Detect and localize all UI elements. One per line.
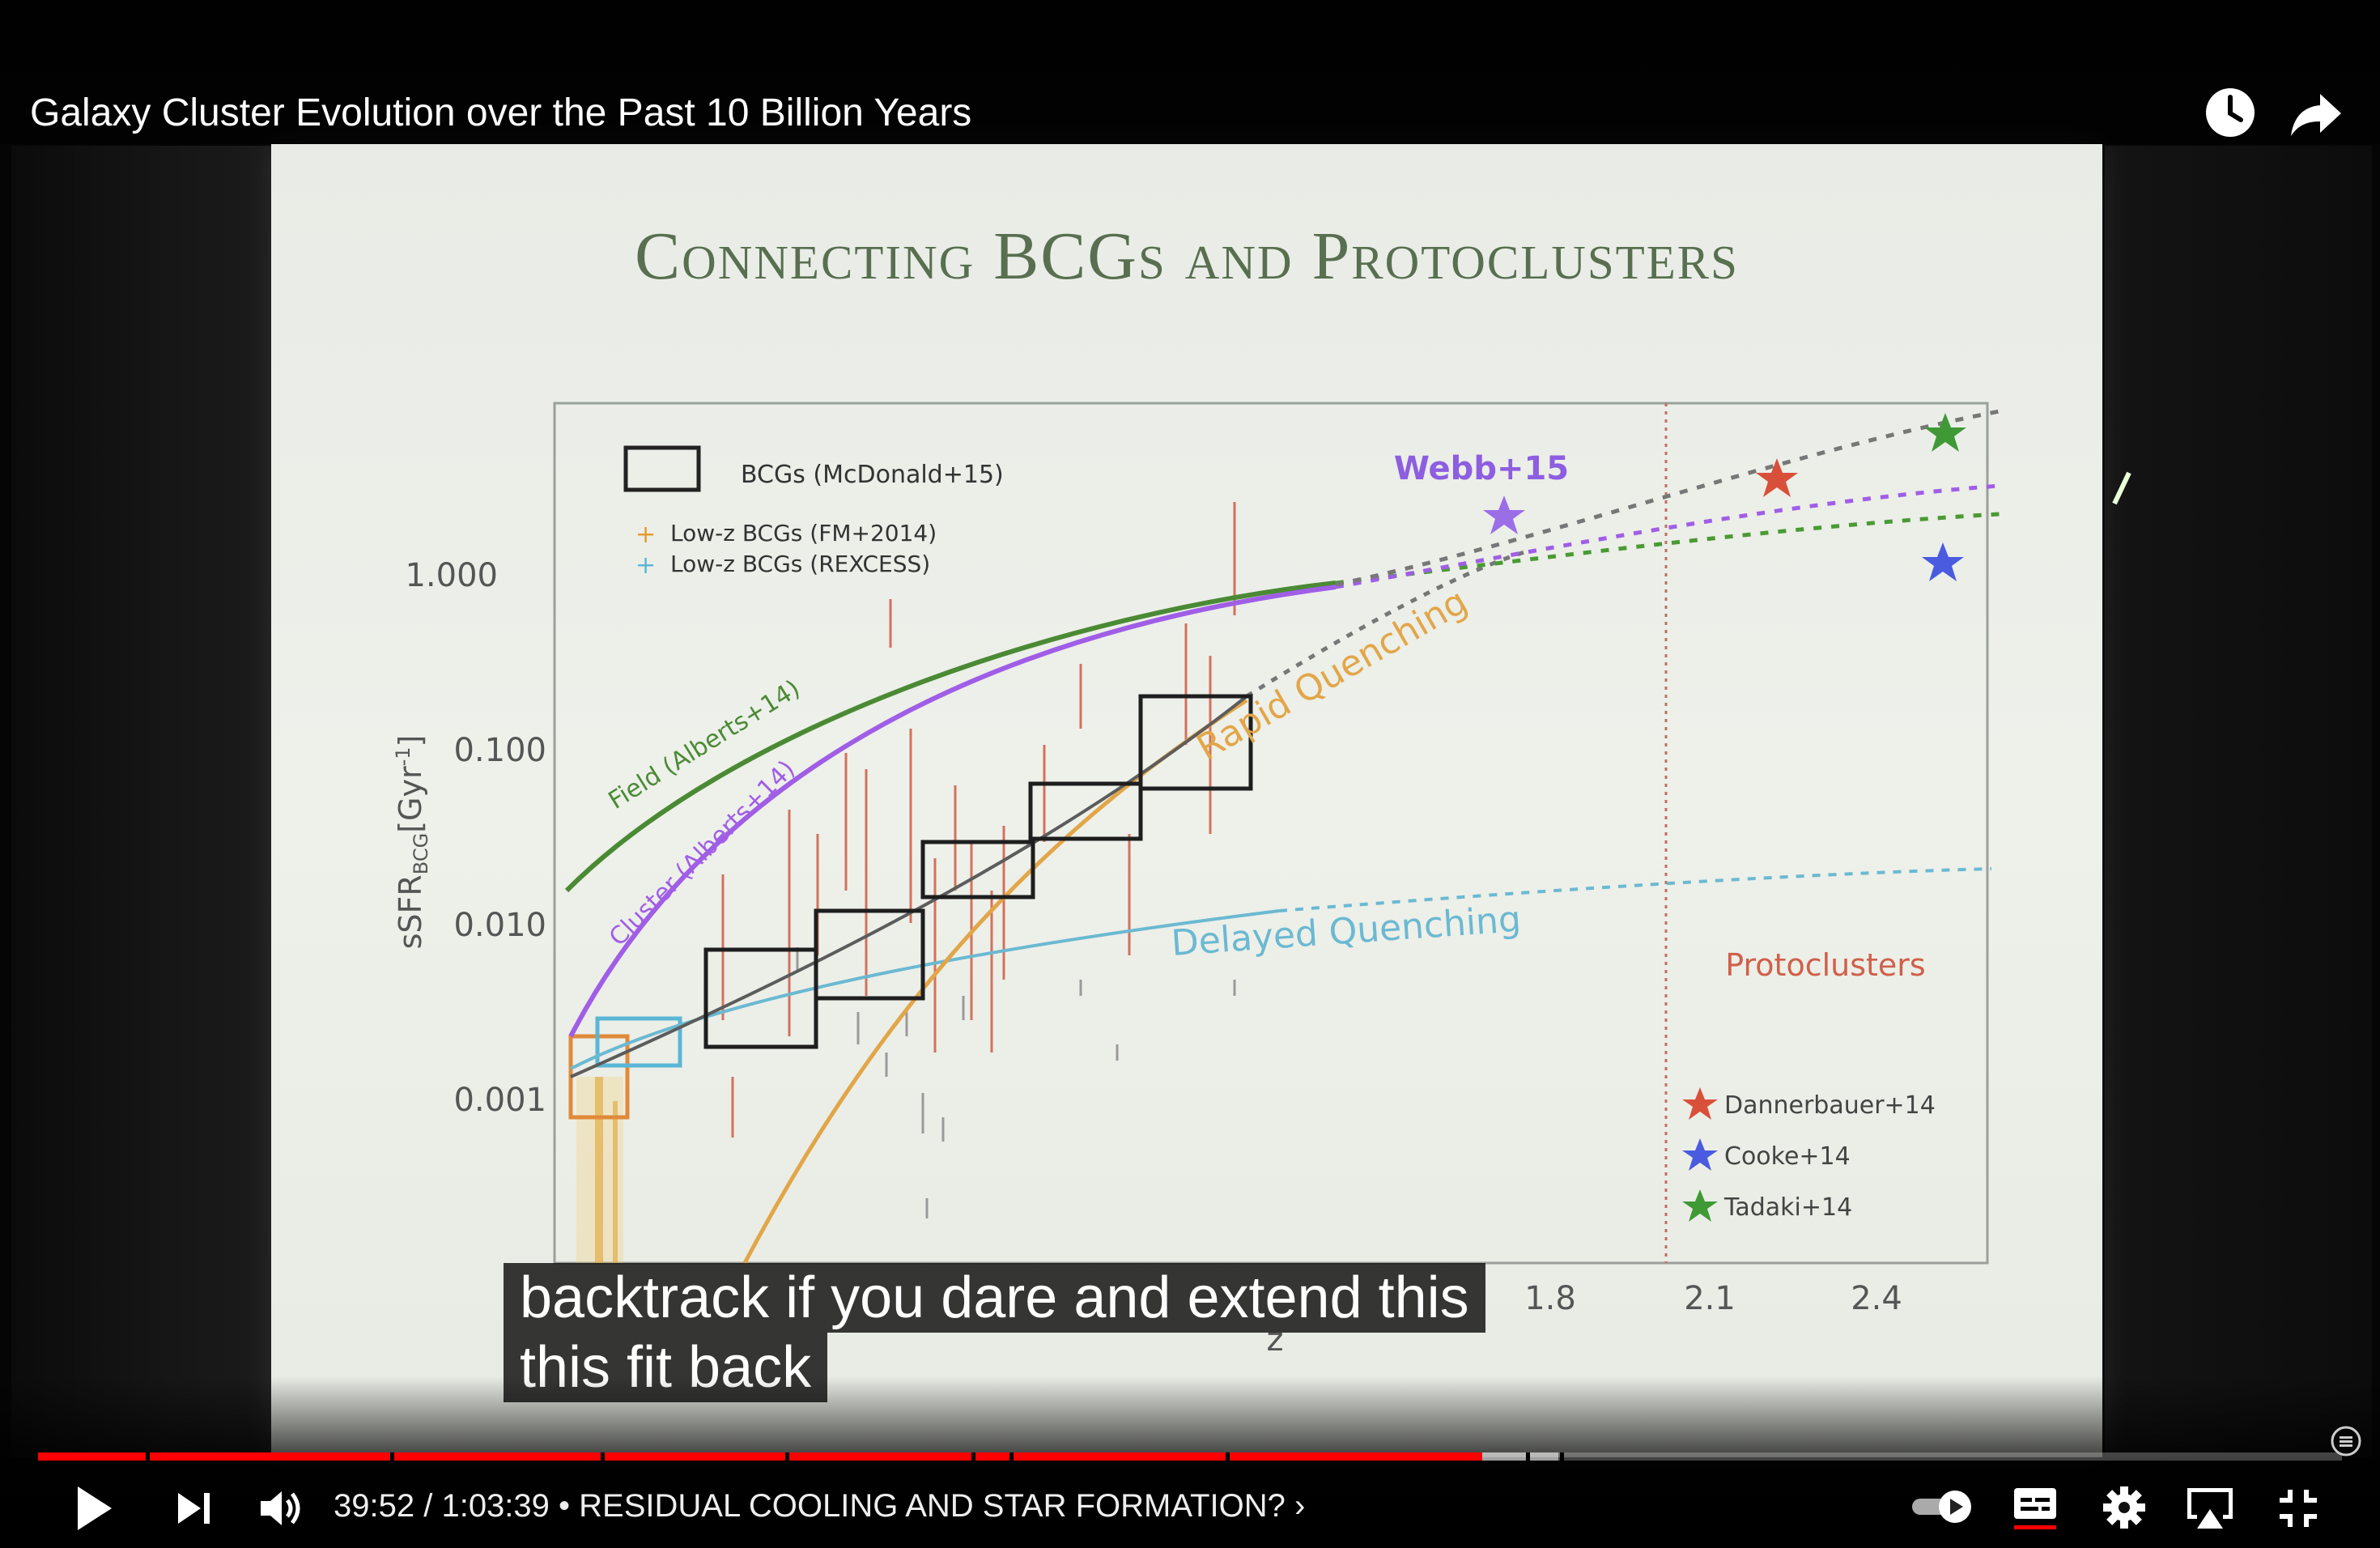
autoplay-toggle-icon[interactable] [1910, 1486, 1975, 1527]
legend-label-tadaki: Tadaki+14 [1723, 1193, 1852, 1222]
cluster-curve [568, 585, 1337, 1038]
delayed-quenching-extension [1278, 867, 1992, 912]
rapid-quenching-curve [742, 698, 1248, 1265]
video-title[interactable]: Galaxy Cluster Evolution over the Past 1… [30, 91, 972, 134]
rapid-quenching-label: Rapid Quenching [1190, 580, 1474, 768]
laser-pointer-glint [2112, 471, 2131, 505]
chapter-marker [1009, 1452, 1014, 1461]
caption-line: backtrack if you dare and extend this [504, 1263, 1485, 1333]
dannerbauer-star-marker [1756, 458, 1798, 497]
bcg-fit-extension [1245, 548, 1531, 699]
chapter-marker [601, 1452, 605, 1461]
field-curve [564, 580, 1337, 893]
slide-title: Connecting BCGs and Protoclusters [635, 219, 1739, 294]
player-top-bar: Galaxy Cluster Evolution over the Past 1… [0, 0, 2380, 144]
x-tick-label: 2.1 [1684, 1280, 1736, 1317]
low-z-rexcess-box [595, 1016, 682, 1068]
bcg-box [814, 908, 925, 1001]
chapter-marker [1526, 1452, 1530, 1461]
room-wall-right [2105, 146, 2372, 1457]
y-tick-label: 0.001 [453, 1082, 546, 1119]
legend-star-cooke [1682, 1138, 1718, 1171]
projected-slide: Connecting BCGs and Protoclusters [271, 144, 2102, 1457]
bcg-fit-line [570, 695, 1248, 1078]
bcg-box [920, 840, 1035, 899]
exit-fullscreen-icon[interactable] [2276, 1486, 2320, 1530]
x-tick-label: 1.8 [1524, 1280, 1576, 1317]
share-arrow-icon[interactable] [2288, 84, 2344, 141]
delayed-quenching-curve [570, 909, 1280, 1070]
chapter-marker [146, 1452, 150, 1461]
y-axis-label: sSFRBCG[Gyr-1] [392, 735, 432, 950]
progress-bar[interactable] [38, 1452, 2342, 1461]
cooke-star-marker [1922, 542, 1964, 581]
watch-later-clock-icon[interactable] [2202, 84, 2259, 141]
chapter-marker [390, 1452, 394, 1461]
legend-plus-fm: + [635, 521, 656, 549]
subtitles-icon[interactable] [2011, 1485, 2059, 1530]
y-tick-label: 0.010 [453, 907, 546, 944]
played-bar [38, 1452, 1483, 1461]
airplay-icon[interactable] [2184, 1485, 2236, 1532]
protocluster-extension [1335, 409, 2000, 587]
player-bottom-gradient [0, 1376, 2380, 1548]
legend-label-bcgs: BCGs (McDonald+15) [741, 461, 1004, 489]
webb-star-marker [1483, 495, 1525, 534]
legend-box-marker [623, 445, 701, 492]
bcg-boxes [703, 694, 1253, 1049]
field-extension [1335, 512, 2000, 585]
current-time: 39:52 [334, 1488, 415, 1524]
y-tick-label: 1.000 [405, 557, 498, 594]
room-wall-left [11, 146, 274, 1457]
svg-text:sSFRBCG[Gyr-1]: sSFRBCG[Gyr-1] [392, 735, 432, 950]
chapter-marker [785, 1452, 789, 1461]
play-icon[interactable] [71, 1483, 117, 1533]
chapter-thumbnail-icon[interactable] [2330, 1425, 2362, 1457]
protoclusters-label: Protoclusters [1725, 947, 1925, 983]
player-controls: 39:52 / 1:03:39 • RESIDUAL COOLING AND S… [0, 1469, 2380, 1548]
next-icon[interactable] [173, 1488, 214, 1529]
low-z-fm-points [576, 1077, 623, 1263]
legend-star-tadaki [1682, 1189, 1718, 1222]
legend-plus-rexcess: + [635, 551, 656, 580]
legend-star-dannerbauer [1682, 1087, 1718, 1120]
x-tick-label: 2.4 [1851, 1280, 1902, 1317]
legend-label-cooke: Cooke+14 [1724, 1142, 1851, 1171]
delayed-quenching-label: Delayed Quenching [1170, 899, 1522, 964]
volume-icon[interactable] [257, 1486, 303, 1530]
chapter-marker [1560, 1452, 1564, 1461]
bcg-box [1138, 694, 1253, 791]
time-display: 39:52 / 1:03:39 • RESIDUAL COOLING AND S… [334, 1488, 1305, 1525]
red-error-bars [721, 502, 1236, 1138]
legend-label-dannerbauer: Dannerbauer+14 [1724, 1091, 1936, 1120]
legend-label-rexcess: Low-z BCGs (REXCESS) [670, 551, 930, 577]
chapter-marker [971, 1452, 975, 1461]
legend-label-fm: Low-z BCGs (FM+2014) [670, 520, 937, 546]
cluster-extension [1335, 483, 2000, 589]
grey-upper-limits [796, 947, 1236, 1218]
time-separator: / [414, 1488, 442, 1524]
y-tick-label: 0.100 [453, 732, 546, 769]
bcg-box [1028, 781, 1143, 841]
duration: 1:03:39 [441, 1488, 550, 1524]
webb-label: Webb+15 [1394, 450, 1569, 487]
chapter-title-link[interactable]: • RESIDUAL COOLING AND STAR FORMATION? › [549, 1488, 1306, 1524]
tadaki-star-marker [1924, 413, 1966, 452]
settings-gear-icon[interactable] [2102, 1485, 2147, 1530]
chapter-marker [1226, 1452, 1230, 1461]
